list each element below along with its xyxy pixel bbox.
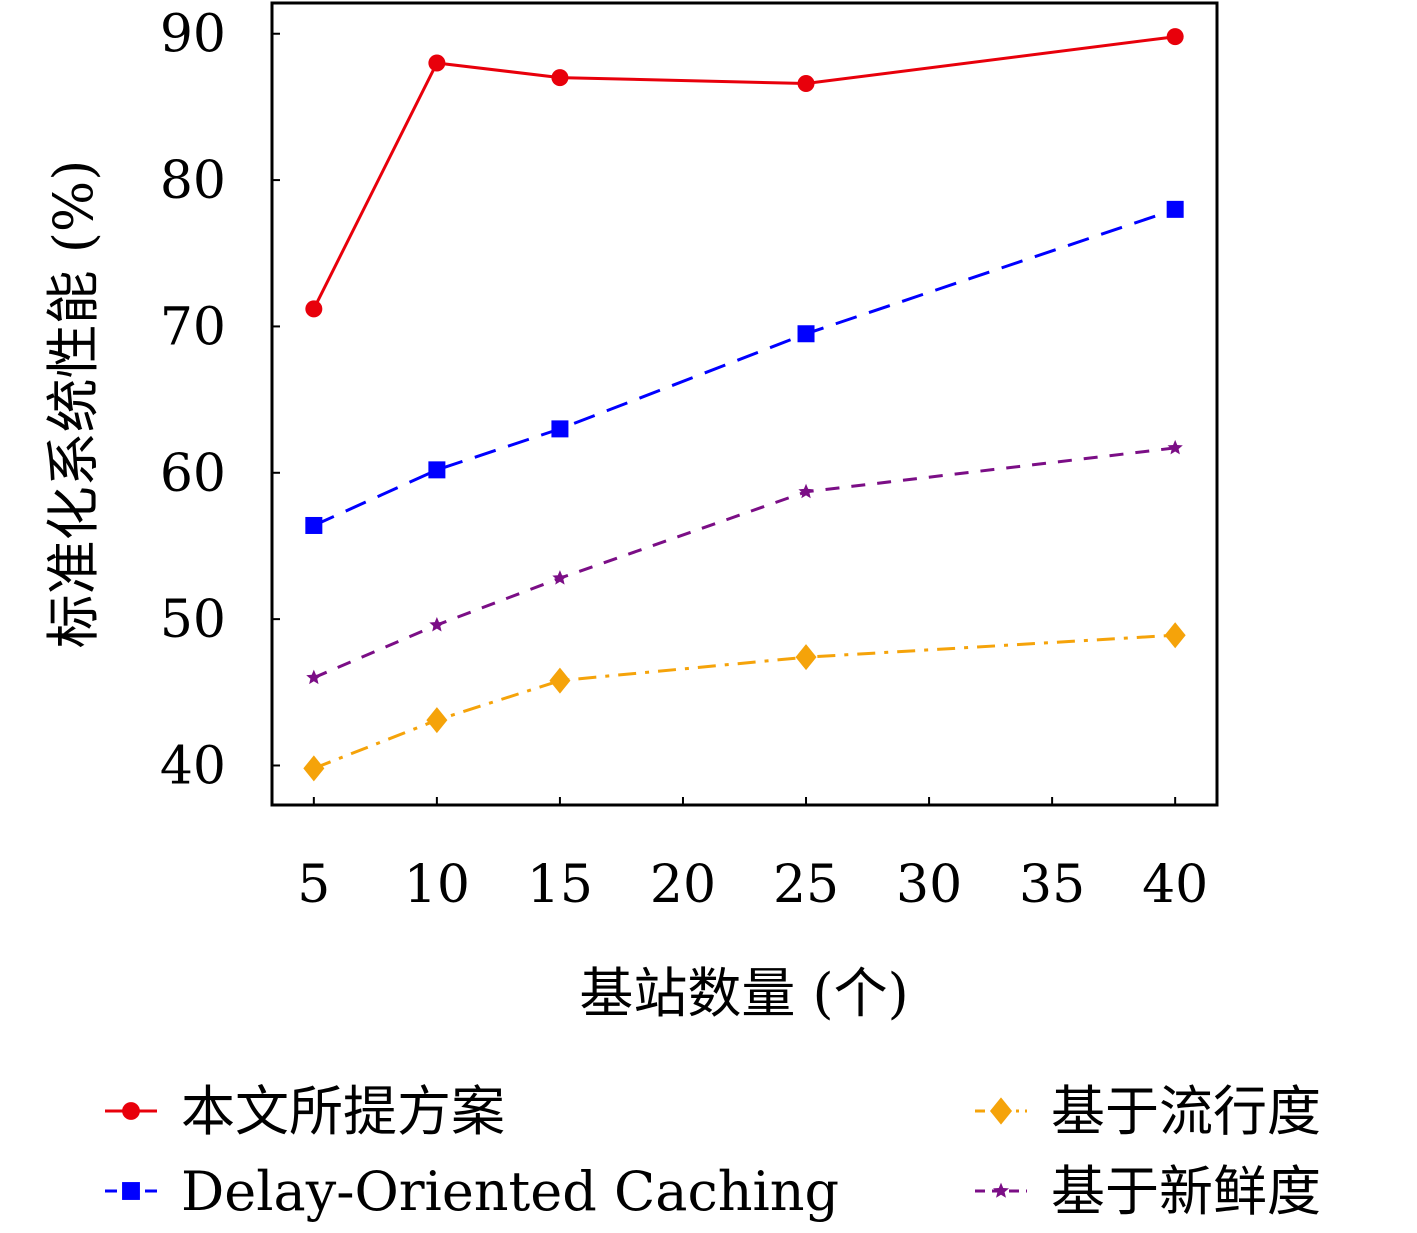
y-tick-label: 60: [160, 444, 226, 504]
y-tick-label: 70: [160, 297, 226, 357]
legend-series-1-marker: [122, 1102, 140, 1120]
series-3-point: [429, 616, 445, 632]
series-4-point: [303, 755, 325, 782]
x-tick-label: 20: [650, 855, 716, 915]
y-tick-label: 80: [160, 151, 226, 211]
y-axis-title: 标准化系统性能 (%): [42, 160, 105, 649]
series-2-point: [797, 325, 815, 343]
legend-series-2-label: Delay-Oriented Caching: [181, 1160, 839, 1223]
y-tick-label: 90: [160, 5, 226, 65]
legend-series-4-label: 基于流行度: [1051, 1080, 1321, 1143]
series-1-point: [797, 74, 815, 92]
x-tick-label: 35: [1019, 855, 1085, 915]
series-3-point: [798, 483, 814, 499]
series-1-line: [312, 35, 1176, 310]
series-4-point: [549, 667, 571, 694]
series-4-point: [1164, 622, 1186, 649]
series-1-point: [305, 300, 323, 318]
series-2-point: [428, 461, 446, 479]
plot-frame: [270, 1, 1219, 807]
series-1-point: [551, 69, 569, 87]
legend-series-4-marker: [989, 1097, 1013, 1125]
plot-area: [303, 28, 1186, 782]
series-2-point: [1166, 200, 1184, 218]
series-3-point: [1167, 439, 1183, 455]
series-3-point: [306, 669, 322, 685]
x-tick-label: 5: [297, 855, 330, 915]
legend-series-2-marker: [122, 1182, 140, 1200]
x-axis-title: 基站数量 (个): [579, 962, 908, 1025]
series-2-point: [305, 516, 323, 534]
series-3-point: [552, 570, 568, 585]
series-4-line: [313, 633, 1176, 770]
y-tick-label: 40: [160, 736, 226, 796]
y-tick-label: 50: [160, 590, 226, 650]
series-1-point: [1166, 28, 1184, 46]
series-4-point: [795, 644, 817, 671]
legend-series-3-marker: [993, 1182, 1009, 1198]
axis-ticks: 5 10 15 20 25 30 35 40 40 50 60 70 80 90: [160, 5, 1208, 915]
x-tick-label: 30: [896, 855, 962, 915]
legend-series-1-label: 本文所提方案: [181, 1080, 505, 1143]
x-tick-label: 10: [404, 855, 470, 915]
x-tick-label: 15: [527, 855, 593, 915]
series-4-point: [426, 707, 448, 734]
series-1-point: [428, 54, 446, 72]
x-tick-label: 40: [1142, 855, 1208, 915]
legend-series-3-label: 基于新鲜度: [1051, 1160, 1321, 1223]
series-2-point: [551, 420, 569, 438]
x-tick-label: 25: [773, 855, 839, 915]
